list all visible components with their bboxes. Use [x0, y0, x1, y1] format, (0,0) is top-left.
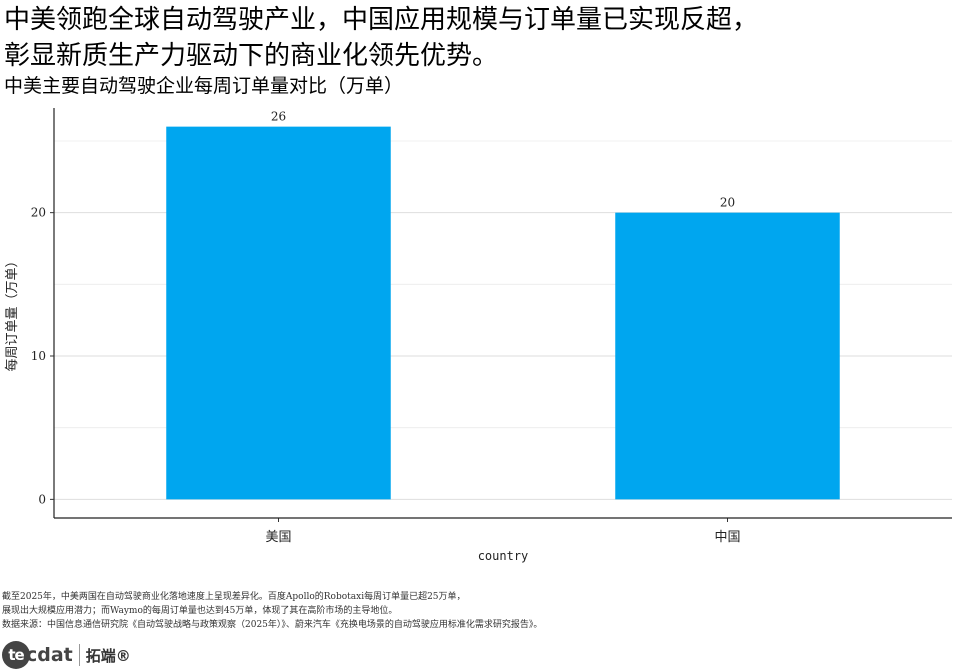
bar-1 [166, 126, 391, 500]
headline: 中美领跑全球自动驾驶产业，中国应用规模与订单量已实现反超， 彰显新质生产力驱动下… [4, 2, 954, 74]
brand-divider [78, 644, 80, 666]
x-axis-title: country [478, 549, 529, 563]
headline-line-2: 彰显新质生产力驱动下的商业化领先优势。 [4, 41, 499, 71]
footnote-line-2: 展现出大规模应用潜力；而Waymo的每周订单量也达到45万单，体现了其在高阶市场… [2, 606, 398, 616]
footnote-source: 数据来源：中国信息通信研究院《自动驾驶战略与政策观察（2025年）》、蔚来汽车《… [2, 620, 543, 630]
brand-logo-circle: te [2, 641, 30, 669]
x-tick-label-1: 美国 [265, 530, 291, 545]
brand-name-cn: 拓端® [85, 646, 131, 665]
y-tick-label-2: 10 [31, 349, 46, 363]
data-label-2: 20 [720, 196, 735, 210]
y-axis-title: 每周订单量（万单） [4, 254, 20, 371]
bar-layer [166, 126, 840, 500]
axis-layer [50, 108, 952, 522]
x-tick-label-2: 中国 [714, 530, 740, 545]
chart-title: 中美主要自动驾驶企业每周订单量对比（万单） [4, 75, 404, 97]
bar-chart: 26 美国 20 中国 0 10 20 country 每周订单量（万单） [4, 108, 952, 563]
headline-line-1: 中美领跑全球自动驾驶产业，中国应用规模与订单量已实现反超， [4, 5, 759, 35]
y-tick-label-1: 0 [38, 492, 46, 506]
bar-2 [615, 212, 840, 500]
data-label-1: 26 [271, 110, 286, 124]
footnotes: 截至2025年，中美两国在自动驾驶商业化落地速度上呈现差异化。百度Apollo的… [2, 590, 542, 632]
brand-logo: te cdat 拓端® [2, 640, 131, 670]
brand-logo-text: cdat [26, 644, 73, 666]
footnote-line-1: 截至2025年，中美两国在自动驾驶商业化落地速度上呈现差异化。百度Apollo的… [2, 592, 466, 602]
y-tick-label-3: 20 [31, 206, 46, 220]
label-layer: 26 美国 20 中国 0 10 20 country 每周订单量（万单） [4, 110, 741, 563]
